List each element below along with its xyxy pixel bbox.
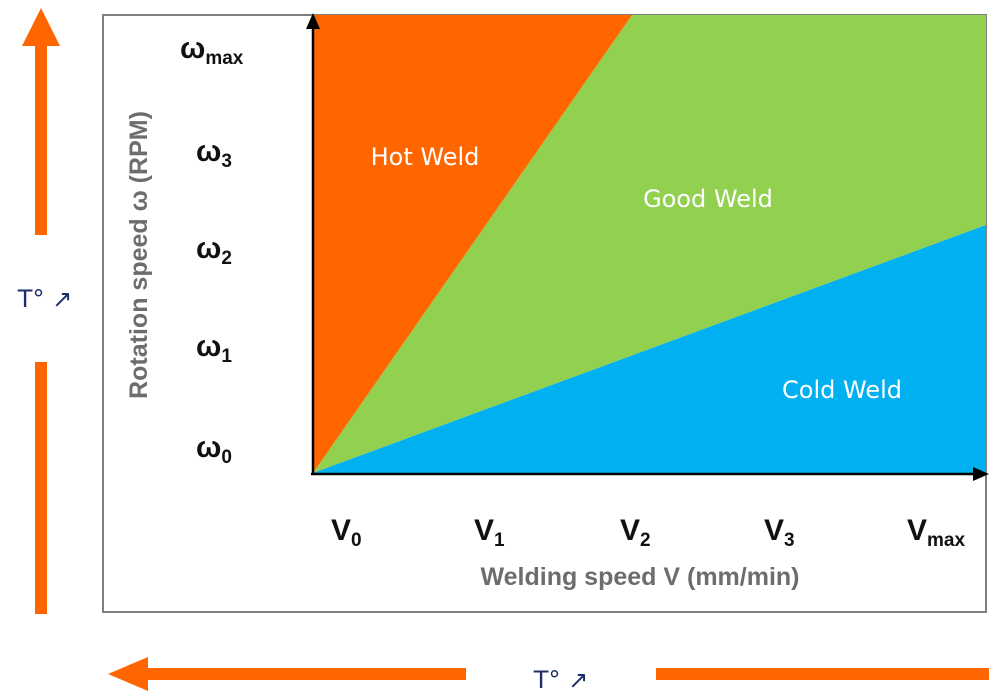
temperature-left-arrowhead bbox=[108, 657, 148, 691]
temperature-left-arrow-shaft bbox=[146, 668, 466, 680]
hot-weld-region bbox=[313, 15, 632, 473]
y-tick-symbol: ω bbox=[196, 135, 221, 168]
temperature-horizontal-label: T° ↗ bbox=[533, 666, 588, 694]
y-axis-arrowhead bbox=[306, 13, 320, 29]
temperature-up-arrow-shaft-top bbox=[35, 44, 47, 235]
x-tick-symbol: V bbox=[620, 514, 640, 547]
x-tick-subscript: 3 bbox=[784, 530, 795, 551]
y-tick-symbol: ω bbox=[180, 32, 205, 65]
x-tick-symbol: V bbox=[474, 514, 494, 547]
good-weld-region bbox=[313, 15, 986, 473]
y-axis-title: Rotation speed ω (RPM) bbox=[125, 111, 153, 399]
x-tick-subscript: max bbox=[927, 530, 965, 551]
y-tick-label-max: ωmax bbox=[180, 32, 244, 69]
x-tick-subscript: 1 bbox=[494, 530, 505, 551]
temperature-up-arrow-shaft-bottom bbox=[35, 362, 47, 614]
cold-weld-region bbox=[313, 225, 986, 473]
y-tick-subscript: 1 bbox=[221, 346, 232, 367]
cold-weld-label: Cold Weld bbox=[782, 376, 902, 404]
x-axis-title: Welding speed V (mm/min) bbox=[480, 563, 799, 591]
y-tick-label-3: ω3 bbox=[196, 135, 232, 172]
y-tick-symbol: ω bbox=[196, 431, 221, 464]
y-tick-symbol: ω bbox=[196, 232, 221, 265]
y-tick-subscript: max bbox=[205, 48, 243, 69]
temperature-up-arrowhead bbox=[22, 8, 60, 46]
y-tick-subscript: 0 bbox=[221, 447, 232, 468]
x-tick-symbol: V bbox=[907, 514, 927, 547]
y-tick-subscript: 2 bbox=[221, 248, 232, 269]
x-tick-subscript: 0 bbox=[351, 530, 362, 551]
x-tick-symbol: V bbox=[331, 514, 351, 547]
y-tick-label-1: ω1 bbox=[196, 330, 232, 367]
x-tick-label-2: V2 bbox=[620, 514, 651, 551]
y-tick-label-0: ω0 bbox=[196, 431, 232, 468]
x-tick-label-3: V3 bbox=[764, 514, 795, 551]
x-tick-label-1: V1 bbox=[474, 514, 505, 551]
x-tick-label-max: Vmax bbox=[907, 514, 965, 551]
x-tick-subscript: 2 bbox=[640, 530, 651, 551]
x-axis-arrowhead bbox=[973, 467, 989, 481]
y-tick-symbol: ω bbox=[196, 330, 221, 363]
y-tick-label-2: ω2 bbox=[196, 232, 232, 269]
y-tick-subscript: 3 bbox=[221, 151, 232, 172]
temperature-left-arrow-shaft-right bbox=[656, 668, 989, 680]
x-tick-label-0: V0 bbox=[331, 514, 362, 551]
good-weld-label: Good Weld bbox=[643, 185, 773, 213]
temperature-vertical-label: T° ↗ bbox=[17, 285, 72, 313]
x-tick-symbol: V bbox=[764, 514, 784, 547]
hot-weld-label: Hot Weld bbox=[371, 143, 480, 171]
